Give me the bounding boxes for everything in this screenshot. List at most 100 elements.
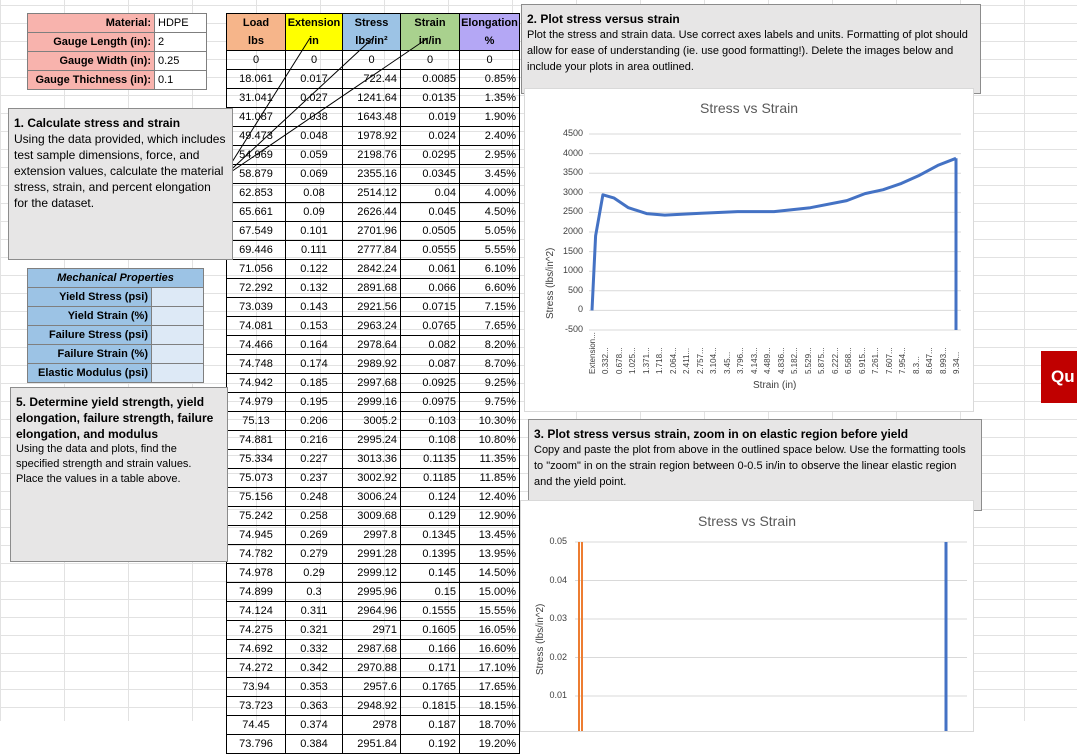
- table-cell[interactable]: 2921.56: [342, 297, 401, 317]
- table-cell[interactable]: 3009.68: [342, 506, 401, 526]
- table-cell[interactable]: 2891.68: [342, 278, 401, 298]
- column-header-top[interactable]: Stress: [342, 13, 401, 32]
- table-cell[interactable]: 0.248: [285, 487, 343, 507]
- table-cell[interactable]: 15.55%: [459, 601, 520, 621]
- table-cell[interactable]: 0.069: [285, 164, 343, 184]
- table-cell[interactable]: 0.3: [285, 582, 343, 602]
- table-cell[interactable]: 74.692: [226, 639, 286, 659]
- table-cell[interactable]: 1.90%: [459, 107, 520, 127]
- table-cell[interactable]: 10.30%: [459, 411, 520, 431]
- column-header-unit[interactable]: lbs: [226, 32, 286, 51]
- table-cell[interactable]: 16.05%: [459, 620, 520, 640]
- table-cell[interactable]: 73.039: [226, 297, 286, 317]
- table-cell[interactable]: 74.782: [226, 544, 286, 564]
- table-cell[interactable]: 3006.24: [342, 487, 401, 507]
- table-cell[interactable]: 3013.36: [342, 449, 401, 469]
- table-cell[interactable]: 17.65%: [459, 677, 520, 697]
- table-cell[interactable]: 2.40%: [459, 126, 520, 146]
- table-cell[interactable]: 18.15%: [459, 696, 520, 716]
- table-cell[interactable]: 0.066: [400, 278, 460, 298]
- table-cell[interactable]: 2978: [342, 715, 401, 735]
- table-cell[interactable]: 31.041: [226, 88, 286, 108]
- table-cell[interactable]: 0.108: [400, 430, 460, 450]
- table-cell[interactable]: 0.1555: [400, 601, 460, 621]
- table-cell[interactable]: 0.164: [285, 335, 343, 355]
- table-cell[interactable]: 0.1765: [400, 677, 460, 697]
- table-cell[interactable]: 74.466: [226, 335, 286, 355]
- table-cell[interactable]: 2989.92: [342, 354, 401, 374]
- stress-strain-chart[interactable]: Stress vs Strain 4500 4000 3500 3000 2500 200…: [524, 88, 974, 412]
- table-cell[interactable]: 74.124: [226, 601, 286, 621]
- table-cell[interactable]: 3002.92: [342, 468, 401, 488]
- table-cell[interactable]: 19.20%: [459, 734, 520, 754]
- table-cell[interactable]: 0.045: [400, 202, 460, 222]
- table-cell[interactable]: 0.227: [285, 449, 343, 469]
- table-cell[interactable]: 0.1605: [400, 620, 460, 640]
- table-cell[interactable]: 4.50%: [459, 202, 520, 222]
- table-cell[interactable]: 0.1345: [400, 525, 460, 545]
- table-cell[interactable]: 2842.24: [342, 259, 401, 279]
- table-cell[interactable]: 2963.24: [342, 316, 401, 336]
- table-cell[interactable]: 74.272: [226, 658, 286, 678]
- table-cell[interactable]: 0.15: [400, 582, 460, 602]
- material-value[interactable]: 2: [154, 32, 207, 52]
- table-cell[interactable]: 2997.68: [342, 373, 401, 393]
- table-cell[interactable]: 11.35%: [459, 449, 520, 469]
- table-cell[interactable]: 0.124: [400, 487, 460, 507]
- table-cell[interactable]: 2987.68: [342, 639, 401, 659]
- table-cell[interactable]: 3005.2: [342, 411, 401, 431]
- table-cell[interactable]: 74.748: [226, 354, 286, 374]
- table-cell[interactable]: 75.242: [226, 506, 286, 526]
- table-cell[interactable]: 1241.64: [342, 88, 401, 108]
- table-cell[interactable]: 7.65%: [459, 316, 520, 336]
- table-cell[interactable]: 0.145: [400, 563, 460, 583]
- table-cell[interactable]: 0.0975: [400, 392, 460, 412]
- table-cell[interactable]: 74.899: [226, 582, 286, 602]
- table-cell[interactable]: 71.056: [226, 259, 286, 279]
- table-cell[interactable]: 2957.6: [342, 677, 401, 697]
- table-cell[interactable]: 0.206: [285, 411, 343, 431]
- table-cell[interactable]: 0.269: [285, 525, 343, 545]
- table-cell[interactable]: 6.10%: [459, 259, 520, 279]
- table-cell[interactable]: 7.15%: [459, 297, 520, 317]
- table-cell[interactable]: 73.723: [226, 696, 286, 716]
- table-cell[interactable]: 0.0765: [400, 316, 460, 336]
- table-cell[interactable]: 0.353: [285, 677, 343, 697]
- table-cell[interactable]: 0.363: [285, 696, 343, 716]
- table-cell[interactable]: 9.25%: [459, 373, 520, 393]
- table-cell[interactable]: 2997.8: [342, 525, 401, 545]
- table-cell[interactable]: 0.85%: [459, 69, 520, 89]
- table-cell[interactable]: 10.80%: [459, 430, 520, 450]
- table-cell[interactable]: 74.081: [226, 316, 286, 336]
- table-cell[interactable]: 0.0505: [400, 221, 460, 241]
- table-cell[interactable]: 6.60%: [459, 278, 520, 298]
- table-cell[interactable]: 2777.84: [342, 240, 401, 260]
- column-header-top[interactable]: Elongation: [459, 13, 520, 32]
- table-cell[interactable]: 65.661: [226, 202, 286, 222]
- table-cell[interactable]: 12.90%: [459, 506, 520, 526]
- table-cell[interactable]: 0.185: [285, 373, 343, 393]
- table-cell[interactable]: 16.60%: [459, 639, 520, 659]
- table-cell[interactable]: 75.156: [226, 487, 286, 507]
- table-cell[interactable]: 18.70%: [459, 715, 520, 735]
- table-cell[interactable]: 0.08: [285, 183, 343, 203]
- table-cell[interactable]: 2971: [342, 620, 401, 640]
- table-cell[interactable]: 0.153: [285, 316, 343, 336]
- table-cell[interactable]: 0.103: [400, 411, 460, 431]
- table-cell[interactable]: 13.45%: [459, 525, 520, 545]
- table-cell[interactable]: 74.942: [226, 373, 286, 393]
- table-cell[interactable]: 74.881: [226, 430, 286, 450]
- table-cell[interactable]: 0.0715: [400, 297, 460, 317]
- table-cell[interactable]: 0: [459, 50, 520, 70]
- table-cell[interactable]: 0.332: [285, 639, 343, 659]
- table-cell[interactable]: 2951.84: [342, 734, 401, 754]
- table-cell[interactable]: 0.216: [285, 430, 343, 450]
- table-cell[interactable]: 72.292: [226, 278, 286, 298]
- table-cell[interactable]: 4.00%: [459, 183, 520, 203]
- table-cell[interactable]: 17.10%: [459, 658, 520, 678]
- material-value[interactable]: 0.1: [154, 70, 207, 90]
- material-value[interactable]: HDPE: [154, 13, 207, 33]
- mech-value-cell[interactable]: [151, 306, 204, 326]
- table-cell[interactable]: 74.979: [226, 392, 286, 412]
- mech-value-cell[interactable]: [151, 325, 204, 345]
